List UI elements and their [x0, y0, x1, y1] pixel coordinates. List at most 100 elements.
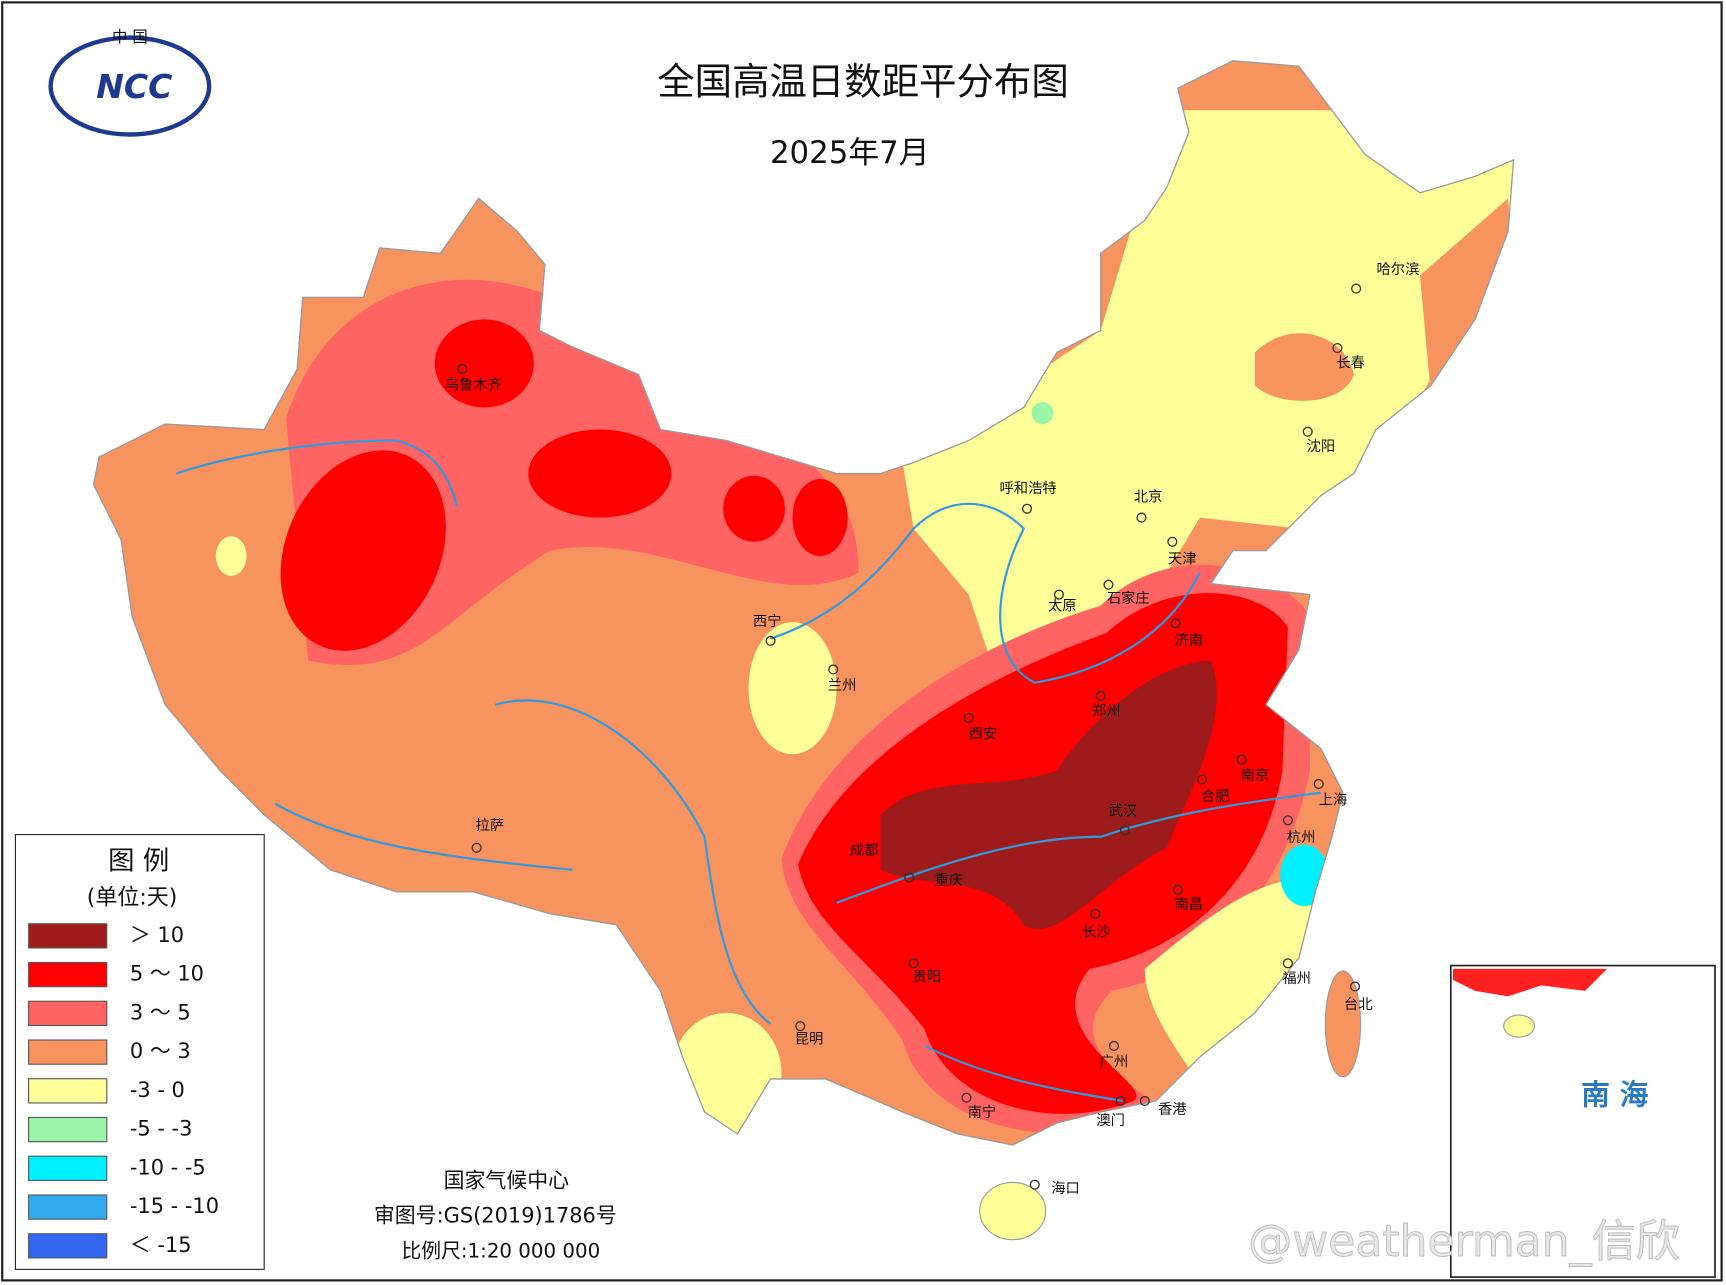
region: [215, 536, 247, 576]
region: [880, 660, 1217, 930]
legend-label: 0 ～ 3: [130, 1039, 191, 1063]
city-marker: [1115, 1095, 1126, 1107]
city-label: 南京: [1241, 767, 1270, 784]
legend-label: ＜ -15: [130, 1233, 192, 1257]
subtitle: 2025年7月: [770, 135, 930, 171]
logo-text: NCC: [96, 67, 172, 106]
city-label: 兰州: [828, 677, 857, 694]
footer-org: 国家气候中心: [444, 1168, 570, 1192]
inset: 南 海: [1449, 964, 1716, 1278]
legend-label: 5 ～ 10: [130, 962, 204, 986]
city-marker: [1053, 589, 1064, 600]
city-marker: [1108, 1040, 1120, 1051]
city-label: 石家庄: [1107, 589, 1150, 607]
hainan: [979, 1181, 1047, 1241]
city-marker: [904, 872, 915, 883]
city-label: 广州: [1100, 1053, 1129, 1070]
legend-swatch: [28, 1194, 108, 1220]
city-marker: [1332, 342, 1343, 354]
city-label: 合肥: [1201, 788, 1230, 805]
city-label: 昆明: [795, 1031, 824, 1047]
inset-label: 南 海: [1581, 1078, 1649, 1112]
city-label: 台北: [1344, 996, 1373, 1013]
region: [1144, 879, 1321, 1068]
city-marker: [1090, 908, 1101, 919]
city-marker: [1119, 825, 1131, 836]
legend-label: 3 ～ 5: [130, 1000, 191, 1024]
city-marker: [1029, 1179, 1040, 1190]
footer-approval: 审图号:GS(2019)1786号: [374, 1204, 617, 1228]
city-label: 成都: [850, 842, 879, 859]
city-label: 南宁: [968, 1104, 997, 1121]
taiwan: [1324, 970, 1362, 1078]
legend-swatch: [28, 1233, 108, 1259]
city-label: 天津: [1168, 550, 1197, 567]
city-label: 福州: [1282, 970, 1311, 987]
legend-swatch: [28, 1000, 108, 1027]
legend-swatch: [28, 1116, 108, 1143]
legend-label: -3 - 0: [130, 1078, 185, 1102]
legend-swatch: [28, 1078, 108, 1104]
city-marker: [1302, 426, 1313, 437]
city-label: 重庆: [935, 872, 964, 889]
city-marker: [963, 712, 974, 723]
city-marker: [1196, 774, 1208, 785]
region: [434, 319, 534, 408]
city-marker: [765, 635, 776, 646]
legend-swatch: [28, 961, 108, 988]
city-marker: [1313, 778, 1324, 790]
region: [1031, 401, 1054, 424]
region: [792, 479, 848, 557]
city-marker: [1172, 884, 1183, 895]
legend-swatch: [28, 1039, 108, 1065]
city-marker: [828, 664, 839, 675]
region: [1254, 198, 1514, 401]
city-marker: [457, 363, 468, 375]
watermark: @weatherman_信欣: [1248, 1216, 1679, 1267]
region: [280, 450, 446, 651]
city-marker: [1170, 618, 1181, 629]
city-label: 武汉: [1108, 802, 1137, 819]
city-label: 哈尔滨: [1377, 261, 1420, 278]
city-label: 西安: [969, 725, 998, 742]
city-marker: [1139, 1095, 1150, 1107]
city-marker: [795, 1021, 806, 1032]
city-label: 长春: [1336, 354, 1365, 371]
city-marker: [908, 958, 919, 969]
rivers: [175, 439, 1322, 1103]
legend-label: -5 - -3: [130, 1117, 193, 1141]
city-marker: [1021, 503, 1033, 514]
legend-label: -15 - -10: [130, 1194, 219, 1218]
city-label: 贵阳: [913, 969, 942, 986]
city-label: 南昌: [1175, 896, 1204, 913]
city-marker: [1351, 283, 1362, 294]
legend-unit: (单位:天): [87, 885, 178, 910]
city-label: 太原: [1048, 598, 1077, 615]
city-marker: [471, 842, 482, 853]
title: 全国高温日数距平分布图: [657, 59, 1068, 103]
city-marker: [961, 1092, 972, 1103]
city-label: 杭州: [1287, 829, 1316, 846]
city-marker: [1103, 579, 1114, 590]
legend-label: ＞ 10: [130, 923, 184, 947]
legend-label: -10 - -5: [130, 1155, 206, 1179]
city-label: 西宁: [753, 613, 782, 630]
region: [902, 110, 1514, 661]
city-label: 沈阳: [1307, 438, 1336, 455]
city-marker: [1136, 512, 1147, 523]
city-label: 长沙: [1082, 924, 1111, 941]
city-marker: [1282, 815, 1293, 826]
city-label: 澳门: [1096, 1112, 1125, 1129]
city-label: 北京: [1134, 489, 1163, 506]
city-label: 郑州: [1092, 702, 1121, 719]
city-label: 海口: [1051, 1180, 1080, 1197]
city-marker: [1282, 958, 1293, 969]
footer-scale: 比例尺:1:20 000 000: [402, 1239, 601, 1262]
legend-swatch: [28, 923, 108, 949]
logo: 中 国 NCC: [48, 28, 212, 137]
city-marker: [1167, 536, 1178, 547]
city-label: 济南: [1175, 632, 1204, 649]
